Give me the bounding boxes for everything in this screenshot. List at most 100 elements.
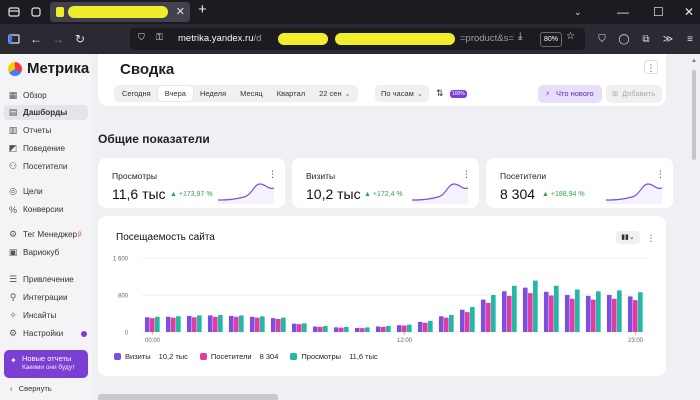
bookmark-star-icon[interactable]: ☆ <box>566 31 575 42</box>
whats-new-button[interactable]: ⚡ Что нового <box>538 85 602 103</box>
site-info-icon[interactable]: ⚿ <box>156 32 163 42</box>
period-week[interactable]: Неделя <box>199 89 227 98</box>
sidebar-item-overview[interactable]: ▦ Обзор <box>8 88 47 103</box>
app-menu-icon[interactable]: ≡ <box>687 33 693 45</box>
period-today[interactable]: Сегодня <box>122 89 151 98</box>
add-label: Добавить <box>622 89 656 98</box>
tab-list-icon[interactable] <box>6 4 22 20</box>
metric-label: Визиты <box>306 171 336 181</box>
window-close-button[interactable]: ✕ <box>684 5 695 19</box>
more-tools-icon[interactable]: ≫ <box>662 33 674 45</box>
shield-extension-icon[interactable]: ⛉ <box>598 33 606 45</box>
whats-new-label: Что нового <box>556 89 594 98</box>
sidebar-item-insights[interactable]: ✧ Инсайты <box>8 308 56 323</box>
sidebar-item-goals[interactable]: ◎ Цели <box>8 184 43 199</box>
chart-bar <box>417 321 423 332</box>
legend-item-pageviews[interactable]: Просмотры 11,6 тыс <box>290 352 378 361</box>
period-quarter[interactable]: Квартал <box>276 89 306 98</box>
metric-menu-button[interactable]: ⋮ <box>656 169 665 179</box>
chart-menu-button[interactable]: ⋮ <box>646 233 656 243</box>
sidebar-item-settings[interactable]: ⚙ Настройки <box>8 326 88 341</box>
y-tick-label: 800 <box>118 294 129 300</box>
legend-item-visitors[interactable]: Посетители 8 304 <box>199 352 278 361</box>
metric-menu-button[interactable]: ⋮ <box>462 169 471 179</box>
period-yesterday[interactable]: Вчера <box>157 86 193 101</box>
dashboard-header: Сводка ⋮ Сегодня Вчера Неделя Месяц Квар… <box>98 54 666 106</box>
scroll-up-icon[interactable]: ▲ <box>691 58 697 64</box>
metric-card-visitors[interactable]: Посетители 8 304 ▲ +188,94 % ⋮ <box>486 158 673 208</box>
more-menu-button[interactable]: ⋮ <box>644 60 658 74</box>
browser-tab-active[interactable]: ✕ <box>50 2 190 22</box>
shield-icon[interactable]: ⛉ <box>138 32 145 42</box>
minimize-button[interactable]: — <box>617 5 629 19</box>
account-icon[interactable]: ◯ <box>618 33 630 45</box>
sidebar-item-behavior[interactable]: ◩ Поведение <box>8 141 65 156</box>
collapse-label: Свернуть <box>18 384 52 393</box>
sidebar-item-variocube[interactable]: ▣ Вариокуб <box>8 245 60 260</box>
chart-bar <box>176 316 181 332</box>
url-path-tail: =product&s= <box>460 33 514 44</box>
chart-type-select[interactable]: ▮▮⌄ <box>616 231 640 244</box>
chart-bar <box>459 309 465 332</box>
new-tab-button[interactable]: + <box>198 1 207 18</box>
new-reports-promo[interactable]: ✦ Новые отчеты Какими они будут <box>4 350 88 378</box>
sidebar-item-reports[interactable]: ▥ Отчеты <box>8 123 52 138</box>
legend-item-visits[interactable]: Визиты 10,2 тыс <box>114 352 188 361</box>
period-custom-date[interactable]: 22 сен ⌄ <box>312 86 357 101</box>
back-button[interactable]: ← <box>30 32 42 46</box>
plus-icon: ⊞ <box>612 89 619 98</box>
reload-button[interactable]: ↻ <box>74 32 86 46</box>
sidebar-item-tag-manager[interactable]: ⚙ Тег Менеджер β <box>8 227 82 242</box>
sidebar-toggle-icon[interactable] <box>6 31 22 47</box>
chart-bar <box>191 317 197 332</box>
tab-overflow-chevron-icon[interactable]: ⌄ <box>574 7 582 17</box>
sidebar-item-conversions[interactable]: % Конверсии <box>8 202 63 217</box>
address-bar[interactable]: ⛉ ⚿ metrika.yandex.ru/d =product&s= ⤓ 80… <box>130 28 585 50</box>
grouping-select[interactable]: По часам ⌄ <box>375 85 429 102</box>
metric-label: Посетители <box>500 171 547 181</box>
zoom-level[interactable]: 80% <box>540 32 562 47</box>
sidebar-item-dashboards[interactable]: ▤ Дашборды <box>4 105 88 120</box>
add-widget-button[interactable]: ⊞ Добавить <box>606 85 662 103</box>
metric-card-visits[interactable]: Визиты 10,2 тыс ▲ +172,4 % ⋮ <box>292 158 479 208</box>
chart-bar <box>438 316 444 332</box>
chevron-left-icon: ‹ <box>10 384 13 393</box>
download-icon[interactable]: ⤓ <box>518 31 523 42</box>
lightning-icon: ⚡ <box>545 89 551 98</box>
chart-bar <box>365 327 370 332</box>
metrika-logo-icon <box>8 61 22 76</box>
chart-bar <box>233 316 239 332</box>
metric-menu-button[interactable]: ⋮ <box>268 169 277 179</box>
brand[interactable]: Метрика <box>8 60 89 77</box>
scroll-thumb[interactable] <box>692 70 696 160</box>
chart-bar <box>338 327 344 332</box>
sidebar-item-integrations[interactable]: ⚲ Интеграции <box>8 290 68 305</box>
metric-value: 10,2 тыс <box>306 186 361 202</box>
chart-bar <box>354 327 360 332</box>
collapse-sidebar-button[interactable]: ‹ Свернуть <box>10 384 52 393</box>
chart-bar <box>470 307 475 332</box>
sidebar-item-visitors[interactable]: ⚇ Посетители <box>8 159 67 174</box>
chart-bar <box>527 293 533 332</box>
sidebar-item-label: Настройки <box>23 329 64 338</box>
target-icon: ◎ <box>9 186 17 196</box>
chart-bar <box>170 317 176 332</box>
chart-bar <box>155 316 160 332</box>
period-month[interactable]: Месяц <box>240 89 263 98</box>
extensions-icon[interactable]: ⧉ <box>642 33 650 45</box>
page-scrollbar[interactable]: ▲ <box>690 58 698 400</box>
chart-bar <box>428 320 433 332</box>
chart-bar <box>554 285 559 332</box>
sidebar-item-acquisition[interactable]: ☰ Привлечение <box>8 272 74 287</box>
sidebar-item-label: Привлечение <box>23 275 74 284</box>
metric-card-pageviews[interactable]: Просмотры 11,6 тыс ▲ +173,97 % ⋮ <box>98 158 285 208</box>
tag-icon: ⚙ <box>8 229 18 239</box>
forward-button[interactable]: → <box>52 32 64 46</box>
filter-sliders-icon[interactable]: ⇅ <box>436 88 444 98</box>
close-icon[interactable]: ✕ <box>175 6 185 18</box>
chart-bar <box>228 315 234 332</box>
collections-icon[interactable] <box>28 4 44 20</box>
metric-value: 8 304 <box>500 186 536 202</box>
maximize-button[interactable]: ☐ <box>653 5 664 19</box>
sidebar-item-label: Инсайты <box>23 311 57 320</box>
